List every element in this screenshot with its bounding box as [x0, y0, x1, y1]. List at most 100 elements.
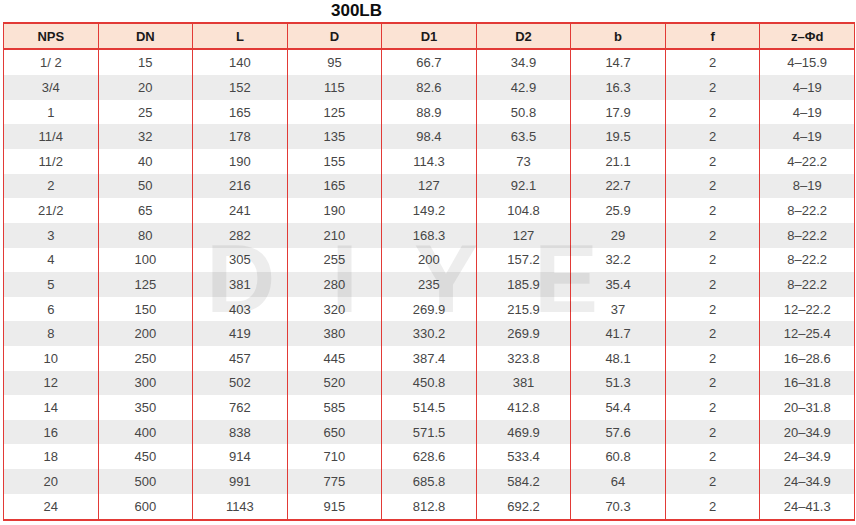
- table-row: 1/ 2151409566.734.914.724–15.9: [4, 49, 855, 75]
- cell: 812.8: [382, 494, 477, 520]
- cell: 24–34.9: [760, 444, 855, 469]
- cell: 25.9: [571, 198, 666, 223]
- cell: 412.8: [476, 395, 571, 420]
- column-header: f: [665, 23, 760, 49]
- cell: 3: [4, 223, 99, 248]
- table-row: 4100305255200157.232.228–22.2: [4, 248, 855, 273]
- table-row: 3/42015211582.642.916.324–19: [4, 75, 855, 100]
- cell: 32.2: [571, 248, 666, 273]
- cell: 14.7: [571, 49, 666, 75]
- cell: 115: [287, 75, 382, 100]
- cell: 100: [98, 248, 193, 273]
- cell: 584.2: [476, 469, 571, 494]
- cell: 200: [382, 248, 477, 273]
- cell: 140: [193, 49, 288, 75]
- cell: 571.5: [382, 420, 477, 445]
- cell: 82.6: [382, 75, 477, 100]
- cell: 762: [193, 395, 288, 420]
- cell: 50: [98, 174, 193, 199]
- cell: 2: [665, 420, 760, 445]
- cell: 127: [476, 223, 571, 248]
- cell: 73: [476, 149, 571, 174]
- cell: 12–22.2: [760, 297, 855, 322]
- table-body: 1/ 2151409566.734.914.724–15.93/42015211…: [4, 49, 855, 520]
- cell: 34.9: [476, 49, 571, 75]
- cell: 150: [98, 297, 193, 322]
- cell: 57.6: [571, 420, 666, 445]
- cell: 2: [665, 248, 760, 273]
- table-header: NPSDNLDD1D2bfz–Φd: [4, 23, 855, 49]
- cell: 381: [193, 272, 288, 297]
- cell: 914: [193, 444, 288, 469]
- cell: 2: [665, 395, 760, 420]
- cell: 12–25.4: [760, 321, 855, 346]
- cell: 4–19: [760, 75, 855, 100]
- table-row: 6150403320269.9215.937212–22.2: [4, 297, 855, 322]
- cell: 19.5: [571, 124, 666, 149]
- cell: 8–19: [760, 174, 855, 199]
- cell: 241: [193, 198, 288, 223]
- cell: 2: [665, 124, 760, 149]
- cell: 178: [193, 124, 288, 149]
- cell: 24–41.3: [760, 494, 855, 520]
- table-row: 25021616512792.122.728–19: [4, 174, 855, 199]
- cell: 2: [665, 198, 760, 223]
- column-header: D2: [476, 23, 571, 49]
- table-row: 10250457445387.4323.848.1216–28.6: [4, 346, 855, 371]
- table-row: 11/240190155114.37321.124–22.2: [4, 149, 855, 174]
- cell: 80: [98, 223, 193, 248]
- cell: 305: [193, 248, 288, 273]
- cell: 4–15.9: [760, 49, 855, 75]
- cell: 104.8: [476, 198, 571, 223]
- cell: 600: [98, 494, 193, 520]
- cell: 502: [193, 371, 288, 396]
- cell: 5: [4, 272, 99, 297]
- cell: 403: [193, 297, 288, 322]
- cell: 2: [665, 297, 760, 322]
- cell: 48.1: [571, 346, 666, 371]
- cell: 60.8: [571, 444, 666, 469]
- cell: 155: [287, 149, 382, 174]
- cell: 585: [287, 395, 382, 420]
- cell: 20: [98, 75, 193, 100]
- cell: 16–28.6: [760, 346, 855, 371]
- cell: 35.4: [571, 272, 666, 297]
- cell: 445: [287, 346, 382, 371]
- cell: 380: [287, 321, 382, 346]
- cell: 269.9: [382, 297, 477, 322]
- cell: 185.9: [476, 272, 571, 297]
- cell: 2: [665, 494, 760, 520]
- cell: 469.9: [476, 420, 571, 445]
- cell: 41.7: [571, 321, 666, 346]
- cell: 1143: [193, 494, 288, 520]
- cell: 125: [287, 100, 382, 125]
- cell: 4–22.2: [760, 149, 855, 174]
- column-header: z–Φd: [760, 23, 855, 49]
- column-header: DN: [98, 23, 193, 49]
- cell: 127: [382, 174, 477, 199]
- cell: 991: [193, 469, 288, 494]
- cell: 32: [98, 124, 193, 149]
- cell: 15: [98, 49, 193, 75]
- cell: 533.4: [476, 444, 571, 469]
- cell: 8–22.2: [760, 223, 855, 248]
- cell: 12: [4, 371, 99, 396]
- cell: 2: [4, 174, 99, 199]
- cell: 2: [665, 100, 760, 125]
- table-row: 11/43217813598.463.519.524–19: [4, 124, 855, 149]
- cell: 22.7: [571, 174, 666, 199]
- cell: 2: [665, 272, 760, 297]
- cell: 17.9: [571, 100, 666, 125]
- cell: 65: [98, 198, 193, 223]
- cell: 200: [98, 321, 193, 346]
- cell: 8–22.2: [760, 272, 855, 297]
- cell: 11/2: [4, 149, 99, 174]
- table-row: 16400838650571.5469.957.6220–34.9: [4, 420, 855, 445]
- cell: 838: [193, 420, 288, 445]
- cell: 51.3: [571, 371, 666, 396]
- cell: 1/ 2: [4, 49, 99, 75]
- table-row: 246001143915812.8692.270.3224–41.3: [4, 494, 855, 520]
- cell: 457: [193, 346, 288, 371]
- cell: 165: [287, 174, 382, 199]
- cell: 152: [193, 75, 288, 100]
